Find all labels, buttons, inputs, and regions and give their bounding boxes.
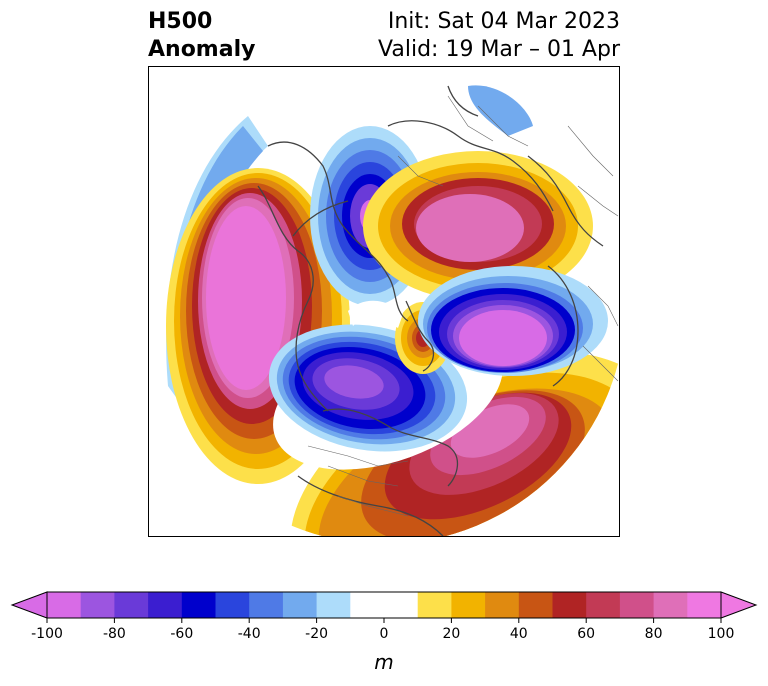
colorbar-segment: [148, 592, 183, 618]
colorbar-segment: [47, 592, 82, 618]
colorbar-tick-label: 60: [577, 626, 596, 642]
colorbar-segment: [619, 592, 655, 618]
colorbar-segment: [384, 592, 419, 618]
map-title: H500 Anomaly: [148, 8, 255, 64]
colorbar-tick-label: 100: [707, 626, 735, 642]
colorbar-segment: [451, 592, 486, 618]
init-date: Init: Sat 04 Mar 2023: [387, 9, 620, 34]
title-variable: H500: [148, 9, 213, 34]
colorbar-segment: [114, 592, 149, 618]
colorbar-segment: [350, 592, 385, 618]
colorbar-segment: [80, 592, 115, 618]
valid-range: Valid: 19 Mar – 01 Apr: [378, 37, 620, 62]
colorbar-segment: [485, 592, 520, 618]
colorbar-segment: [181, 592, 216, 618]
borders: [307, 95, 619, 517]
colorbar-tick-label: 40: [509, 626, 528, 642]
colorbar-segment: [586, 592, 621, 618]
negative-anomaly-central-core: [324, 365, 384, 399]
colorbar: [10, 591, 758, 623]
colorbar-tick-label: -60: [170, 626, 194, 642]
colorbar-tick-label: -100: [31, 626, 63, 642]
neutral-channel-central: [348, 300, 403, 328]
map-dates: Init: Sat 04 Mar 2023 Valid: 19 Mar – 01…: [378, 8, 620, 64]
colorbar-tick-label: 80: [644, 626, 663, 642]
positive-anomaly-west-peak: [206, 206, 286, 390]
positive-anomaly-northeast-core: [416, 194, 524, 262]
colorbar-segment: [518, 592, 553, 618]
colorbar-segment: [215, 592, 250, 618]
colorbar-segment: [282, 592, 318, 618]
colorbar-segment: [653, 592, 688, 618]
colorbar-segment: [687, 592, 722, 618]
colorbar-extend-high: [720, 591, 758, 619]
title-field: Anomaly: [148, 37, 256, 62]
colorbar-segment: [417, 592, 452, 618]
colorbar-tick-label: -40: [237, 626, 261, 642]
colorbar-segment: [249, 592, 284, 618]
colorbar-segment: [552, 592, 587, 618]
colorbar-extend-low: [10, 591, 48, 619]
colorbar-tick-label: -80: [102, 626, 126, 642]
negative-anomaly-east-core: [459, 310, 547, 366]
colorbar-tick-label: -20: [305, 626, 329, 642]
colorbar-unit: m: [374, 650, 394, 674]
colorbar-segment: [316, 592, 351, 618]
map-border: [148, 66, 620, 537]
colorbar-tick-label: 0: [379, 626, 389, 642]
negative-anomaly-north: [468, 85, 533, 136]
coastlines: [257, 85, 604, 537]
colorbar-tick-label: 20: [442, 626, 461, 642]
anomaly-map: [148, 66, 620, 537]
